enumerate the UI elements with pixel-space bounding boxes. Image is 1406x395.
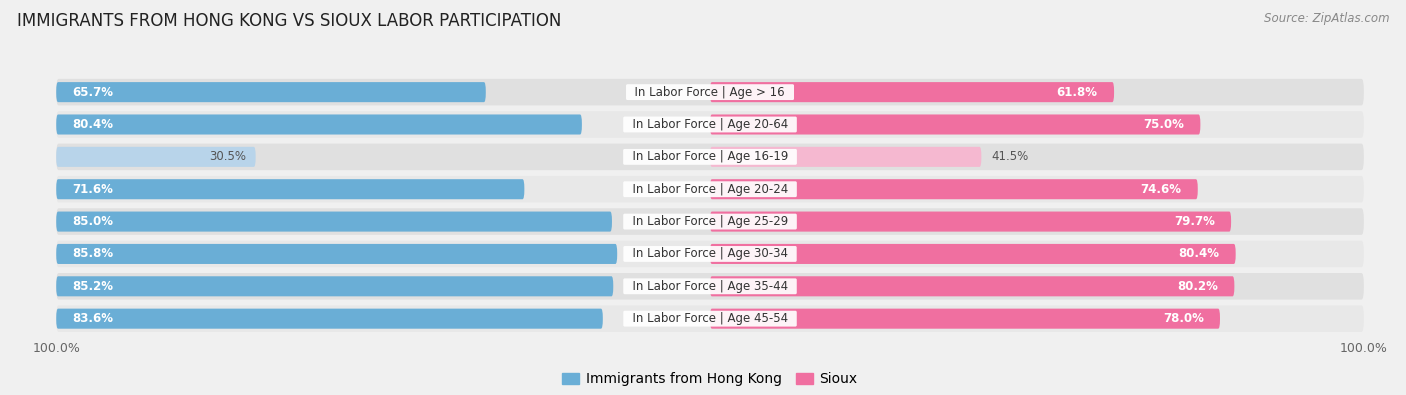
FancyBboxPatch shape [710, 276, 1234, 296]
Text: In Labor Force | Age 20-24: In Labor Force | Age 20-24 [624, 183, 796, 196]
Text: IMMIGRANTS FROM HONG KONG VS SIOUX LABOR PARTICIPATION: IMMIGRANTS FROM HONG KONG VS SIOUX LABOR… [17, 12, 561, 30]
Text: 85.8%: 85.8% [73, 247, 114, 260]
Text: 85.2%: 85.2% [73, 280, 114, 293]
Text: 83.6%: 83.6% [73, 312, 114, 325]
FancyBboxPatch shape [56, 308, 603, 329]
FancyBboxPatch shape [56, 115, 582, 135]
Text: In Labor Force | Age 16-19: In Labor Force | Age 16-19 [624, 150, 796, 164]
FancyBboxPatch shape [56, 208, 1364, 235]
Text: 65.7%: 65.7% [73, 86, 114, 99]
Text: 78.0%: 78.0% [1163, 312, 1204, 325]
Text: 80.4%: 80.4% [1178, 247, 1219, 260]
Text: 80.2%: 80.2% [1177, 280, 1218, 293]
Text: 75.0%: 75.0% [1143, 118, 1184, 131]
Text: 74.6%: 74.6% [1140, 183, 1181, 196]
FancyBboxPatch shape [56, 273, 1364, 299]
FancyBboxPatch shape [710, 244, 1236, 264]
FancyBboxPatch shape [56, 176, 1364, 203]
FancyBboxPatch shape [56, 82, 486, 102]
FancyBboxPatch shape [56, 111, 1364, 138]
FancyBboxPatch shape [56, 79, 1364, 105]
FancyBboxPatch shape [56, 241, 1364, 267]
Text: In Labor Force | Age 45-54: In Labor Force | Age 45-54 [624, 312, 796, 325]
Text: 71.6%: 71.6% [73, 183, 114, 196]
Text: In Labor Force | Age 35-44: In Labor Force | Age 35-44 [624, 280, 796, 293]
Text: In Labor Force | Age 30-34: In Labor Force | Age 30-34 [624, 247, 796, 260]
FancyBboxPatch shape [56, 305, 1364, 332]
FancyBboxPatch shape [56, 276, 613, 296]
FancyBboxPatch shape [56, 244, 617, 264]
FancyBboxPatch shape [56, 147, 256, 167]
Text: 79.7%: 79.7% [1174, 215, 1215, 228]
Text: In Labor Force | Age 25-29: In Labor Force | Age 25-29 [624, 215, 796, 228]
FancyBboxPatch shape [710, 308, 1220, 329]
FancyBboxPatch shape [710, 82, 1114, 102]
Text: In Labor Force | Age 20-64: In Labor Force | Age 20-64 [624, 118, 796, 131]
FancyBboxPatch shape [710, 179, 1198, 199]
Text: 41.5%: 41.5% [991, 150, 1028, 164]
FancyBboxPatch shape [710, 212, 1232, 231]
Text: In Labor Force | Age > 16: In Labor Force | Age > 16 [627, 86, 793, 99]
FancyBboxPatch shape [56, 212, 612, 231]
FancyBboxPatch shape [710, 115, 1201, 135]
Text: 85.0%: 85.0% [73, 215, 114, 228]
Text: Source: ZipAtlas.com: Source: ZipAtlas.com [1264, 12, 1389, 25]
Text: 61.8%: 61.8% [1057, 86, 1098, 99]
FancyBboxPatch shape [710, 147, 981, 167]
FancyBboxPatch shape [56, 144, 1364, 170]
Text: 30.5%: 30.5% [209, 150, 246, 164]
Text: 80.4%: 80.4% [73, 118, 114, 131]
Legend: Immigrants from Hong Kong, Sioux: Immigrants from Hong Kong, Sioux [557, 367, 863, 392]
FancyBboxPatch shape [56, 179, 524, 199]
